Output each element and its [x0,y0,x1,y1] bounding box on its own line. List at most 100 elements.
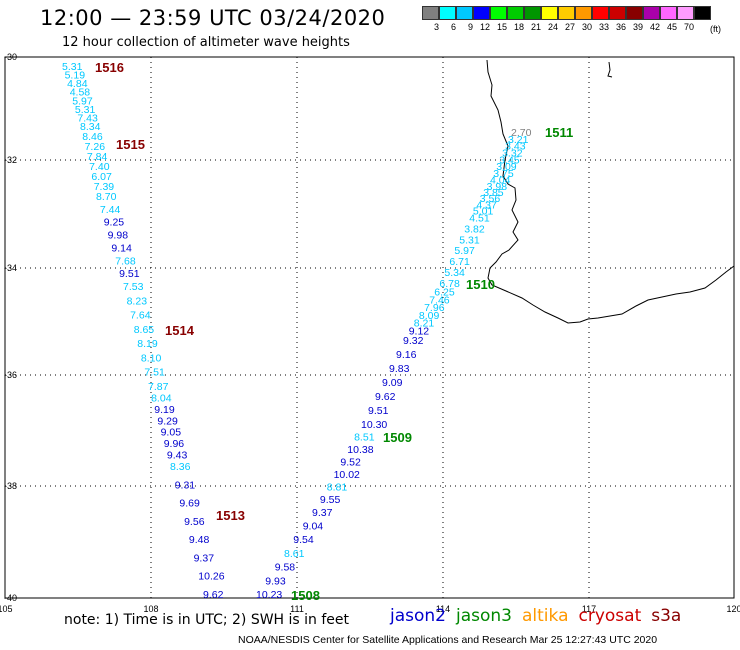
swh-value: 10.26 [198,571,224,583]
legend-swatches [422,6,711,20]
legend-label: 42 [649,22,660,32]
swh-value: 9.52 [340,457,361,469]
swh-value: 7.96 [424,302,445,314]
island-outline [607,61,613,78]
swh-value: 8.09 [419,310,440,322]
axis-labels: -30 -32 -34 -36 -38 -40105 108 111 114 117 120 [0,52,740,614]
page-title: 12:00 — 23:59 UTC 03/24/2020 [40,6,386,30]
legend-label: 21 [530,22,541,32]
swh-value: 5.31 [75,104,96,116]
swh-value: 8.34 [80,121,101,133]
swh-value: 9.32 [403,335,424,347]
swh-value: 9.12 [409,325,430,337]
swh-value: 9.96 [164,438,185,450]
swh-value: 9.09 [382,377,403,389]
swh-value: 5.31 [62,61,83,73]
swh-value: 9.16 [396,349,417,361]
pass-id: 1511 [545,125,573,140]
swh-value: 9.69 [179,498,200,510]
legend-swatch [626,6,643,20]
legend-label: 36 [615,22,626,32]
pass-id: 1510 [466,277,495,292]
legend-label: 70 [683,22,694,32]
legend-label: 9 [467,22,473,32]
swh-value: 7.53 [123,281,144,293]
lon-label: 108 [143,604,158,614]
lat-label: -32 [4,155,17,165]
swh-value: 6.25 [434,287,455,299]
lon-label: 114 [436,604,450,614]
map-grid [5,57,734,598]
lon-label: 117 [582,604,596,614]
legend-swatch [490,6,507,20]
pass-id: 1516 [95,60,124,75]
swh-value: 9.56 [184,516,205,528]
swh-value: 7.64 [130,310,151,322]
lat-label: -38 [4,481,17,491]
swh-value: 3.82 [464,223,485,235]
legend-swatch [694,6,711,20]
swh-value: 3.09 [496,161,517,173]
swh-value: 10.30 [361,419,387,431]
swh-value: 7.46 [429,294,450,306]
swh-value: 9.04 [303,521,324,533]
legend-swatch [524,6,541,20]
satellite-jason3: jason3 [456,606,512,626]
legend-swatch [609,6,626,20]
swh-value: 5.31 [459,234,480,246]
lat-label: -30 [4,52,17,62]
legend-swatch [575,6,592,20]
pass-id: 1513 [216,508,245,523]
swh-value: 7.26 [85,141,106,153]
legend-swatch [592,6,609,20]
legend-swatch [541,6,558,20]
swh-value: 8.51 [354,432,375,444]
map-frame [4,56,735,599]
legend-label: 39 [632,22,643,32]
legend-label: 3 [433,22,439,32]
swh-value: 4.04 [490,175,511,187]
legend-swatch [558,6,575,20]
swh-value: 5.97 [454,245,475,257]
swh-value: 4.84 [67,78,88,90]
swh-value: 8.21 [414,318,435,330]
satellite-altika: altika [522,606,569,626]
swh-value: 8.46 [82,131,103,143]
swh-value: 9.62 [375,391,396,403]
swh-value: 9.31 [175,479,196,491]
lon-label: 105 [0,604,13,614]
lat-label: -34 [4,263,17,273]
lon-label: 120 [726,604,740,614]
footnote: note: 1) Time is in UTC; 2) SWH is in fe… [64,612,350,628]
swh-value: 9.37 [312,507,333,519]
swh-value: 9.19 [154,404,175,416]
swh-value: 7.40 [89,161,110,173]
swh-value: 4.58 [70,87,91,99]
pass-id-labels: 1516 1515 1514 1513 1511 1510 1509 1508 [95,60,573,603]
swh-value: 7.84 [87,151,108,163]
swh-value: 8.81 [327,481,348,493]
legend-swatch [677,6,694,20]
legend-swatch [439,6,456,20]
lat-label: -36 [4,370,17,380]
swh-value: 10.38 [347,444,373,456]
swh-value: 3.85 [483,187,504,199]
swh-value: 3.32 [502,148,523,160]
swh-value: 9.43 [167,450,188,462]
swh-value: 6.78 [439,278,460,290]
legend-label: 18 [513,22,524,32]
legend-swatch [507,6,524,20]
swh-value: 7.87 [148,381,169,393]
legend-label: 33 [598,22,609,32]
legend-swatch [473,6,490,20]
swh-value: 9.05 [161,427,182,439]
pass-id: 1508 [291,588,320,603]
swh-value: 8.23 [127,295,148,307]
swh-value: 9.37 [194,552,215,564]
satellite-s3a: s3a [651,606,682,626]
lon-label: 111 [290,604,304,614]
color-legend: 3 6 9 12 15 18 21 24 27 30 33 36 39 42 45 70 [422,6,711,32]
swh-value: 9.58 [275,562,296,574]
swh-value: 7.68 [115,255,136,267]
swh-value: 7.39 [94,181,115,193]
